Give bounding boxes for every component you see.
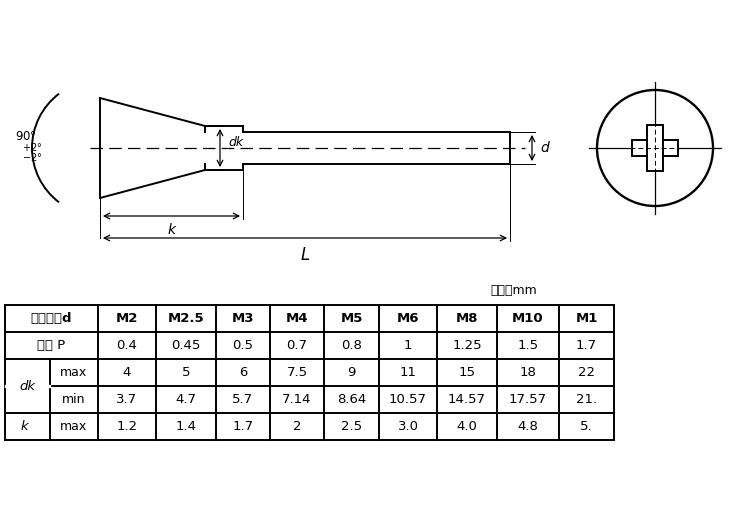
FancyBboxPatch shape [632,140,678,156]
Text: M2.5: M2.5 [168,312,204,325]
Text: 4.0: 4.0 [456,420,477,433]
Text: 11: 11 [399,366,417,379]
Text: 0.8: 0.8 [341,339,362,352]
Text: 5: 5 [182,366,190,379]
Text: $90°$: $90°$ [15,130,37,142]
Text: d: d [540,141,549,155]
Text: min: min [62,393,86,406]
Text: k: k [168,223,176,237]
Text: M4: M4 [286,312,308,325]
Text: k: k [21,420,28,433]
Text: 螺纹规格d: 螺纹规格d [31,312,73,325]
Text: max: max [61,420,88,433]
Text: $-2°$: $-2°$ [22,151,42,163]
Text: dk: dk [19,380,35,392]
Text: 8.64: 8.64 [337,393,366,406]
Text: M10: M10 [512,312,544,325]
Text: 7.14: 7.14 [282,393,312,406]
Text: 3.0: 3.0 [397,420,418,433]
FancyBboxPatch shape [647,125,663,171]
Text: 7.5: 7.5 [286,366,307,379]
Text: 4.8: 4.8 [518,420,539,433]
Text: 单位：mm: 单位：mm [490,285,537,298]
Text: 4.7: 4.7 [176,393,197,406]
Text: 21.: 21. [576,393,597,406]
Text: 18: 18 [520,366,536,379]
Text: 4: 4 [123,366,131,379]
Text: M8: M8 [456,312,478,325]
Text: dk: dk [228,135,243,149]
Text: 2.5: 2.5 [341,420,362,433]
Text: M1: M1 [575,312,598,325]
Text: 9: 9 [347,366,356,379]
Text: M6: M6 [396,312,419,325]
Text: 0.4: 0.4 [117,339,138,352]
Text: 15: 15 [459,366,476,379]
Text: M3: M3 [232,312,254,325]
Text: 1.7: 1.7 [233,420,254,433]
Text: 0.45: 0.45 [171,339,200,352]
Text: 0.7: 0.7 [286,339,307,352]
Text: 1.2: 1.2 [117,420,138,433]
Text: 22: 22 [578,366,595,379]
Text: 1: 1 [404,339,412,352]
Text: 0.5: 0.5 [233,339,254,352]
Text: $+2°$: $+2°$ [22,141,42,153]
Text: 2: 2 [292,420,301,433]
Text: 17.57: 17.57 [509,393,547,406]
Text: M2: M2 [116,312,138,325]
Text: L: L [301,246,310,264]
Text: 5.: 5. [580,420,593,433]
Text: 3.7: 3.7 [117,393,138,406]
Text: max: max [61,366,88,379]
Text: 1.5: 1.5 [518,339,539,352]
Text: 14.57: 14.57 [448,393,486,406]
Text: 1.7: 1.7 [576,339,597,352]
Text: 10.57: 10.57 [389,393,427,406]
Text: 1.4: 1.4 [176,420,197,433]
Text: 螺距 P: 螺距 P [37,339,66,352]
Text: 5.7: 5.7 [233,393,254,406]
Text: M5: M5 [340,312,363,325]
Text: 6: 6 [239,366,247,379]
Text: 1.25: 1.25 [453,339,482,352]
